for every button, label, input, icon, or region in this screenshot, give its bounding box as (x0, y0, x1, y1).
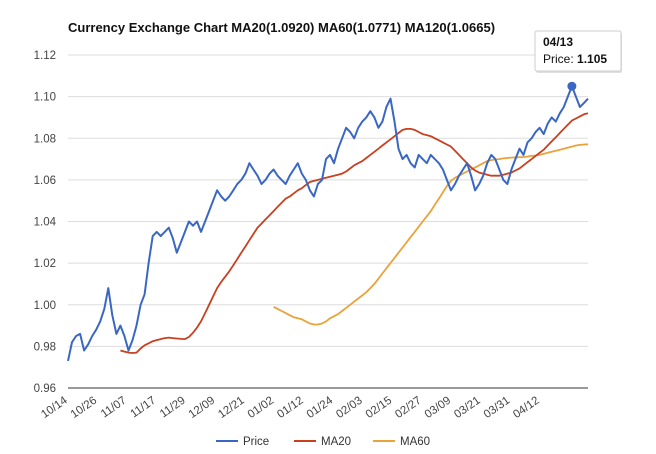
y-tick-label: 1.04 (34, 217, 57, 229)
gridlines (68, 54, 588, 389)
tooltip-point-marker (567, 81, 577, 91)
x-tick-label: 03/21 (452, 395, 482, 421)
y-tick-label: 1.12 (34, 50, 56, 62)
x-tick-label: 02/03 (334, 395, 364, 421)
x-tick-label: 12/09 (187, 395, 217, 421)
y-tick-label: 1.00 (34, 300, 56, 312)
x-tick-label: 03/09 (423, 395, 453, 421)
y-tick-label: 1.10 (34, 92, 56, 104)
x-tick-label: 12/21 (216, 395, 246, 421)
legend-label-price: Price (243, 436, 269, 448)
y-tick-label: 0.98 (34, 341, 56, 353)
x-tick-label: 11/07 (99, 395, 129, 421)
y-tick-label: 1.06 (34, 175, 56, 187)
legend-label-ma20: MA20 (321, 436, 351, 448)
chart-title: Currency Exchange Chart MA20(1.0920) MA6… (68, 20, 496, 35)
tooltip-date: 04/13 (543, 35, 573, 49)
x-tick-label: 11/17 (128, 395, 158, 421)
tooltip: 04/13 Price: 1.105 (534, 30, 622, 91)
x-tick-label: 02/27 (393, 395, 423, 421)
x-tick-label: 03/31 (482, 395, 512, 421)
tooltip-price: Price: 1.105 (543, 52, 607, 66)
tooltip-box (534, 30, 622, 72)
x-tick-label: 10/26 (69, 395, 99, 421)
x-tick-label: 04/12 (511, 395, 541, 421)
tooltip-price-label: Price: (543, 52, 577, 66)
legend: Price MA20 MA60 (216, 436, 430, 448)
series-line-price (67, 85, 589, 362)
x-tick-label: 01/12 (275, 395, 305, 421)
tooltip-price-value: 1.105 (577, 52, 607, 66)
y-tick-label: 0.96 (34, 383, 56, 395)
legend-label-ma60: MA60 (400, 436, 430, 448)
series-line-ma20 (120, 112, 589, 354)
y-tick-label: 1.08 (34, 133, 56, 145)
x-tick-label: 01/24 (305, 394, 336, 421)
series-lines (67, 85, 589, 362)
x-tick-label: 01/02 (246, 395, 276, 421)
series-line-ma60 (273, 143, 589, 326)
y-axis-ticks: 0.96 0.98 1.00 1.02 1.04 1.06 1.08 1.10 1.12 (34, 50, 57, 395)
x-axis-ticks: 10/14 10/26 11/07 11/17 11/29 12/09 12/21 01/02… (39, 394, 541, 421)
x-tick-label: 02/15 (364, 395, 394, 421)
y-tick-label: 1.02 (34, 258, 56, 270)
x-tick-label: 10/14 (39, 394, 70, 421)
x-tick-label: 11/29 (158, 395, 188, 421)
